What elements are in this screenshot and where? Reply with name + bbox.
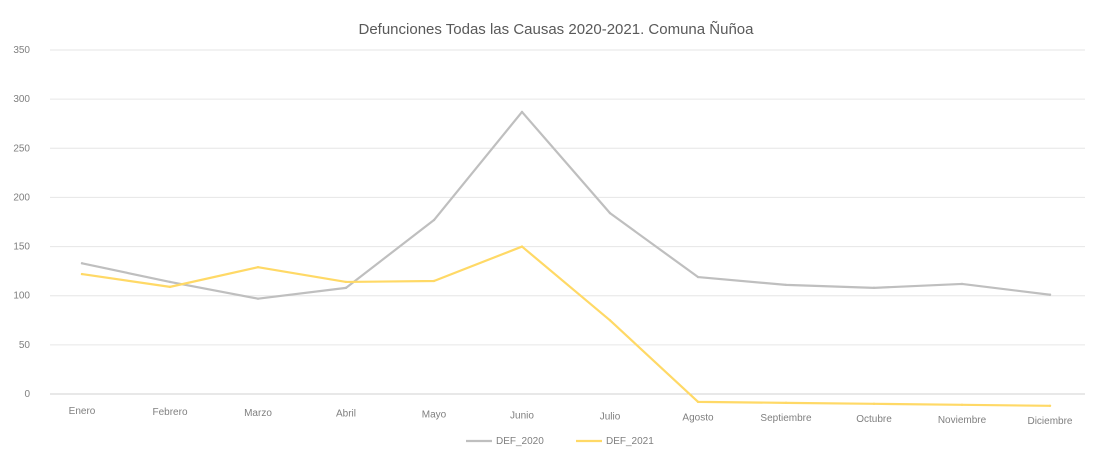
x-tick-label: Agosto xyxy=(682,412,714,423)
y-tick-label: 250 xyxy=(13,143,30,154)
data-point xyxy=(608,211,612,215)
data-point xyxy=(520,245,524,248)
series-line-def-2020 xyxy=(80,110,1052,300)
data-point xyxy=(520,110,524,114)
x-tick-label: Octubre xyxy=(856,414,892,425)
y-tick-label: 150 xyxy=(13,242,30,253)
data-point xyxy=(872,286,876,290)
x-tick-label: Enero xyxy=(69,406,96,417)
data-point xyxy=(80,272,84,276)
x-tick-label: Marzo xyxy=(244,408,272,419)
x-tick-label: Noviembre xyxy=(938,415,987,426)
legend-label: DEF_2020 xyxy=(496,436,544,447)
data-point xyxy=(432,279,436,283)
chart-title: Defunciones Todas las Causas 2020-2021. … xyxy=(359,21,755,38)
data-point xyxy=(960,282,964,286)
data-point xyxy=(344,286,348,290)
data-point xyxy=(256,297,260,300)
data-point xyxy=(168,280,172,284)
x-tick-label: Junio xyxy=(510,411,534,422)
data-point xyxy=(256,266,260,269)
data-point xyxy=(872,402,876,406)
legend-label: DEF_2021 xyxy=(606,436,654,447)
y-axis-ticks: 0 50 100 150 200 250 300 350 xyxy=(13,45,30,400)
data-point xyxy=(608,319,612,322)
series-line-def-2021 xyxy=(80,245,1052,407)
x-axis-ticks: Enero Febrero Marzo Abril Mayo Junio Julio Agos… xyxy=(69,406,1073,427)
x-tick-label: Septiembre xyxy=(760,413,812,424)
y-tick-label: 300 xyxy=(13,94,30,105)
data-point xyxy=(168,285,172,289)
x-tick-label: Abril xyxy=(336,409,356,420)
data-point xyxy=(80,262,84,265)
y-tick-label: 0 xyxy=(24,389,30,400)
y-tick-label: 350 xyxy=(13,45,30,56)
y-tick-label: 50 xyxy=(19,340,31,351)
x-tick-label: Diciembre xyxy=(1027,416,1072,427)
data-point xyxy=(344,280,348,284)
y-tick-label: 200 xyxy=(13,192,30,203)
data-point xyxy=(1048,404,1052,407)
data-point xyxy=(432,218,436,222)
data-point xyxy=(696,400,700,404)
data-point xyxy=(1048,293,1052,296)
legend: DEF_2020 DEF_2021 xyxy=(466,436,654,447)
x-tick-label: Mayo xyxy=(422,410,447,421)
x-tick-label: Julio xyxy=(600,411,621,422)
x-tick-label: Febrero xyxy=(152,407,187,418)
data-point xyxy=(784,283,788,287)
data-point xyxy=(696,275,700,279)
gridlines xyxy=(50,49,1085,395)
y-tick-label: 100 xyxy=(13,291,30,302)
data-point xyxy=(784,401,788,405)
data-point xyxy=(960,403,964,407)
series-lines xyxy=(80,110,1052,407)
